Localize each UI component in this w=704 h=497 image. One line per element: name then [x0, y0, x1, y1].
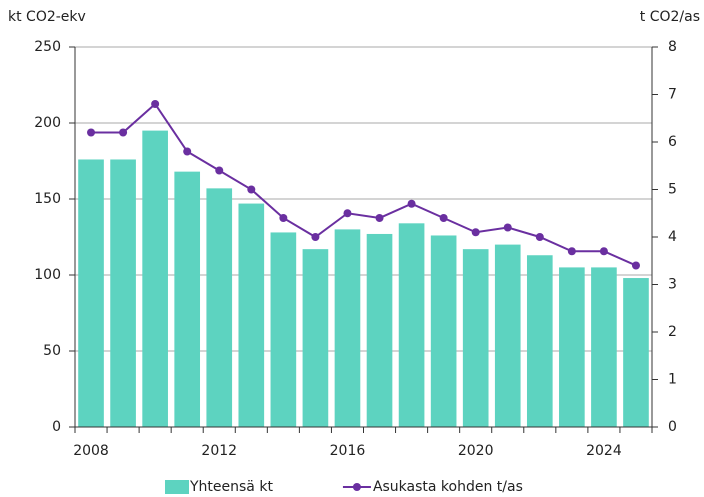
point [87, 128, 96, 137]
point [247, 185, 256, 194]
x-tick-label: 2020 [458, 443, 494, 459]
bar [526, 255, 553, 427]
y-axis-title: kt CO2-ekv [8, 9, 86, 25]
point [183, 147, 192, 156]
bar [430, 235, 457, 427]
bar [494, 244, 521, 427]
bar [398, 223, 425, 427]
legend-marker [352, 483, 361, 491]
point [279, 214, 288, 222]
y2-tick-label: 8 [668, 39, 677, 55]
x-tick-label: 2024 [586, 443, 622, 459]
bar [302, 249, 329, 427]
point [215, 166, 224, 175]
point [343, 209, 352, 218]
x-tick-label: 2016 [330, 443, 366, 459]
y-tick-label: 100 [34, 267, 61, 283]
bar [623, 278, 649, 427]
x-tick-label: 2012 [201, 443, 237, 459]
point [599, 247, 608, 256]
y2-tick-label: 5 [668, 182, 677, 198]
legend-label: Asukasta kohden t/as [373, 479, 523, 495]
point [151, 100, 160, 108]
bar [334, 229, 361, 427]
y2-tick-label: 3 [668, 277, 677, 293]
y2-tick-label: 1 [668, 372, 677, 388]
y2-tick-label: 2 [668, 324, 677, 340]
bar [591, 267, 617, 427]
point [471, 228, 480, 237]
bar [462, 249, 489, 427]
legend-swatch [165, 480, 189, 494]
line [91, 102, 637, 267]
y-tick-label: 200 [34, 115, 61, 131]
bar [366, 233, 393, 427]
bar [559, 267, 585, 427]
y-tick-label: 50 [43, 343, 61, 359]
bar [270, 232, 297, 427]
point [311, 233, 320, 241]
y-tick-label: 150 [34, 191, 61, 207]
bar [238, 203, 265, 427]
y2-tick-label: 6 [668, 134, 677, 150]
point [119, 128, 128, 137]
bar [78, 159, 104, 428]
point [535, 233, 544, 241]
y-tick-label: 0 [52, 419, 61, 435]
bar [206, 188, 233, 427]
y2-tick-label: 0 [668, 419, 677, 435]
point [567, 247, 576, 256]
point [375, 214, 384, 222]
point [439, 214, 448, 222]
point [503, 223, 512, 232]
bar [110, 159, 136, 428]
point [407, 199, 416, 208]
y2-tick-label: 4 [668, 229, 677, 245]
x-tick-label: 2008 [73, 443, 109, 459]
legend-label: Yhteensä kt [189, 479, 273, 495]
bar [174, 171, 201, 427]
y-tick-label: 250 [34, 39, 61, 55]
bar [142, 130, 168, 427]
y2-tick-label: 7 [668, 87, 677, 103]
point [631, 261, 640, 270]
y2-axis-title: t CO2/as [640, 9, 700, 25]
